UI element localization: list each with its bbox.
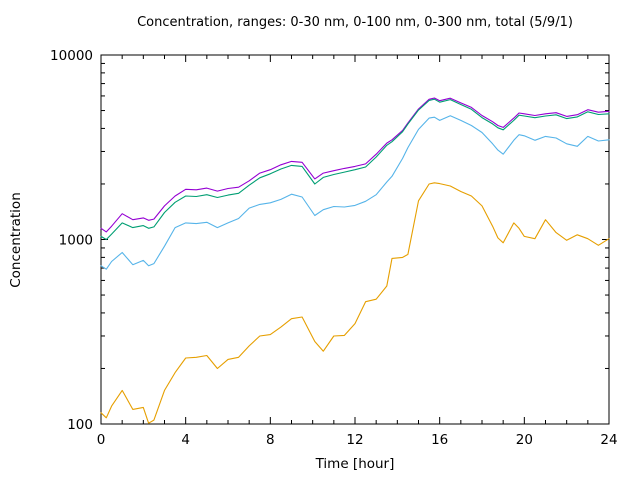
- x-tick-label: 20: [516, 432, 533, 448]
- series-line-0-300-nm: [100, 98, 610, 241]
- x-tick-label: 8: [266, 432, 275, 448]
- x-tick-label: 0: [97, 432, 106, 448]
- y-axis-label: Concentration: [8, 192, 24, 288]
- x-tick-label: 12: [346, 432, 363, 448]
- series-line-0-100-nm: [100, 115, 610, 270]
- y-tick-label: 100: [67, 417, 93, 433]
- plot-frame: [100, 54, 610, 425]
- x-tick-label: 24: [600, 432, 617, 448]
- x-tick-label: 16: [431, 432, 448, 448]
- y-tick-label: 10000: [50, 48, 93, 64]
- chart-title: Concentration, ranges: 0-30 nm, 0-100 nm…: [137, 15, 573, 30]
- series-line-0-30-nm: [100, 182, 610, 424]
- x-axis-label: Time [hour]: [315, 456, 395, 472]
- series-line-total: [100, 97, 610, 233]
- x-tick-label: 4: [181, 432, 190, 448]
- plot-area: 0 4 8 12 16 20 24 100 1000 10000: [50, 48, 618, 448]
- y-tick-label: 1000: [59, 233, 93, 249]
